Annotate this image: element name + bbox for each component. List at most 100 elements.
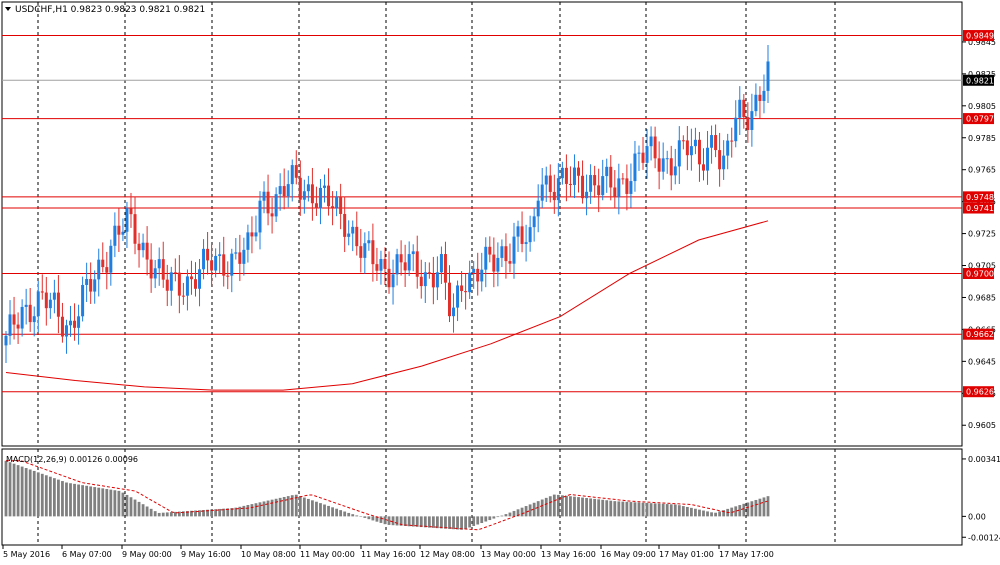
candle-body-38 — [157, 259, 161, 269]
price-tick-label-2: 0.9805 — [968, 102, 996, 111]
candle-47 — [193, 262, 197, 297]
candle-108 — [439, 246, 443, 285]
macd-bar-185 — [750, 501, 754, 517]
candle-body-61 — [250, 232, 254, 237]
candle-14 — [60, 302, 64, 343]
macd-bar-49 — [202, 510, 205, 517]
macd-bar-173 — [702, 510, 705, 517]
candle-body-43 — [177, 272, 181, 296]
candle-body-189 — [766, 61, 770, 91]
candle-body-115 — [468, 272, 472, 293]
candle-97 — [395, 248, 399, 286]
candle-59 — [242, 237, 246, 276]
candle-140 — [568, 166, 572, 197]
candle-0 — [4, 331, 8, 363]
candle-82 — [335, 191, 339, 217]
candle-181 — [734, 100, 738, 148]
candle-39 — [161, 241, 165, 288]
moving-average-line — [5, 220, 769, 391]
macd-bar-46 — [190, 510, 193, 517]
candle-body-52 — [214, 255, 218, 271]
candle-body-70 — [286, 184, 290, 197]
candle-body-55 — [226, 275, 230, 277]
candle-body-130 — [528, 227, 532, 243]
candle-body-142 — [577, 167, 581, 176]
macd-bar-162 — [657, 503, 661, 517]
candle-body-16 — [69, 320, 73, 326]
candle-body-131 — [532, 216, 536, 228]
candle-126 — [512, 222, 516, 279]
candle-body-65 — [266, 191, 270, 214]
candle-176 — [714, 124, 718, 158]
macd-bar-5 — [24, 468, 28, 517]
collapse-arrow-icon[interactable] — [5, 7, 11, 11]
candle-22 — [93, 270, 97, 304]
candle-26 — [109, 239, 113, 286]
candle-body-9 — [40, 291, 44, 293]
macd-bar-13 — [57, 479, 60, 517]
macd-bar-161 — [653, 503, 657, 517]
macd-bar-65 — [266, 500, 270, 517]
candle-45 — [185, 269, 189, 311]
macd-bar-39 — [161, 512, 165, 517]
macd-bar-53 — [218, 508, 222, 517]
macd-bar-172 — [698, 509, 701, 517]
macd-bar-113 — [460, 516, 463, 530]
macd-bar-60 — [246, 505, 250, 517]
macd-bar-108 — [440, 516, 443, 529]
candle-body-187 — [758, 94, 762, 101]
level-tag-label-6: 0.9626 — [966, 388, 994, 397]
candle-body-71 — [290, 165, 294, 185]
level-tag-3: 0.9741 — [963, 202, 994, 214]
candle-63 — [258, 191, 262, 250]
candle-50 — [206, 231, 210, 275]
macd-bar-17 — [73, 483, 76, 517]
candle-167 — [677, 126, 681, 184]
candle-165 — [669, 145, 673, 191]
candle-body-139 — [564, 167, 568, 184]
macd-bar-40 — [165, 512, 169, 517]
candle-body-147 — [597, 185, 601, 196]
candle-144 — [585, 174, 589, 216]
candle-13 — [56, 275, 60, 334]
candle-67 — [274, 187, 278, 223]
candle-119 — [484, 237, 488, 288]
time-label-4: 10 May 08:00 — [241, 550, 296, 559]
macd-bar-122 — [496, 516, 500, 518]
candle-body-155 — [629, 181, 633, 194]
candle-body-95 — [387, 268, 391, 288]
candle-122 — [496, 242, 500, 287]
candle-183 — [742, 94, 746, 129]
macd-bar-77 — [315, 501, 318, 517]
candle-105 — [427, 262, 431, 279]
candle-141 — [572, 154, 576, 199]
macd-bar-28 — [117, 490, 121, 517]
price-tick-label-4: 0.9765 — [968, 166, 996, 175]
candle-5 — [24, 288, 28, 325]
macd-label: MACD(12,26,9) 0.00126 0.00096 — [6, 455, 138, 464]
candle-body-89 — [363, 243, 367, 258]
current-price-tag: 0.9821 — [963, 74, 994, 86]
candle-88 — [359, 228, 363, 273]
candle-body-173 — [701, 164, 705, 171]
candle-85 — [347, 220, 351, 246]
macd-bar-156 — [633, 502, 637, 517]
macd-bar-6 — [28, 469, 32, 517]
candle-84 — [343, 196, 347, 253]
macd-bar-2 — [12, 463, 16, 517]
macd-tick-label-2: -0.00124 — [968, 533, 1000, 542]
macd-bar-63 — [258, 502, 262, 517]
macd-bar-90 — [367, 516, 371, 520]
macd-bar-118 — [480, 516, 484, 524]
macd-bar-9 — [40, 473, 44, 517]
candle-171 — [693, 127, 697, 155]
macd-bar-44 — [181, 511, 185, 517]
level-tag-box-3 — [963, 202, 994, 214]
candle-175 — [710, 125, 714, 164]
candle-body-13 — [56, 292, 60, 317]
macd-bar-45 — [186, 511, 189, 517]
candle-body-167 — [677, 140, 681, 167]
candle-164 — [665, 150, 669, 174]
candle-36 — [149, 243, 153, 293]
candle-166 — [673, 148, 677, 185]
